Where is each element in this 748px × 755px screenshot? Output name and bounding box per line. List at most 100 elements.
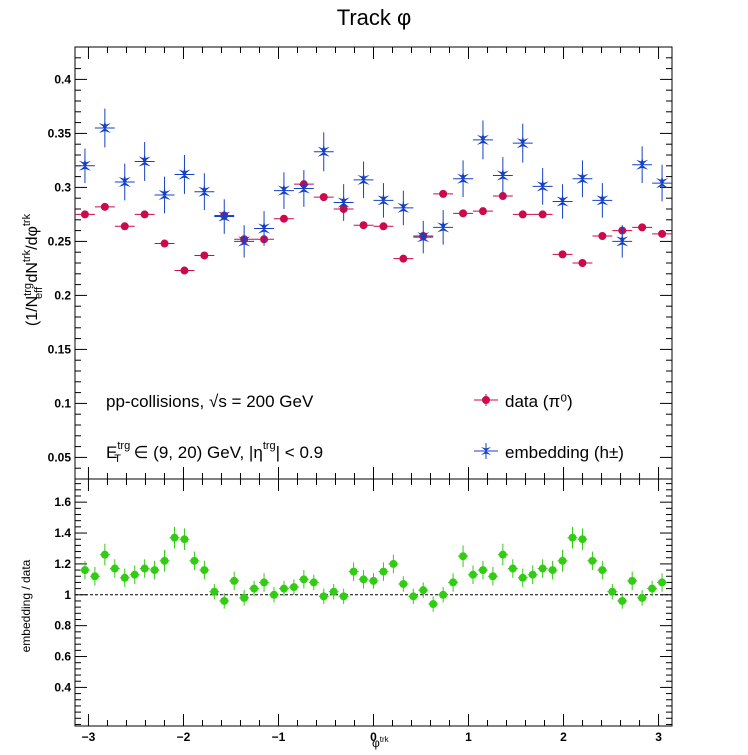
ratio-point (200, 566, 209, 575)
data-point (578, 259, 587, 267)
ratio-point (160, 556, 169, 565)
ratio-point (190, 556, 199, 565)
embedding-point (297, 181, 310, 194)
ratio-point (618, 596, 627, 605)
data-point (279, 214, 288, 223)
data-point (478, 207, 487, 216)
embedding-point (457, 171, 470, 184)
embedding-point (656, 176, 669, 189)
ratio-point (538, 564, 547, 573)
ratio-point (638, 593, 647, 602)
ratio-point (260, 578, 269, 587)
data-point (399, 254, 408, 263)
embedding-point (397, 200, 410, 213)
legend-marker-embedding (481, 447, 491, 455)
embedding-point (337, 195, 350, 208)
ratio-point (319, 592, 328, 601)
data-point (658, 229, 667, 238)
embedding-point (118, 175, 131, 187)
ratio-point (518, 573, 527, 582)
data-point (160, 239, 169, 248)
embedding-point (417, 230, 430, 243)
data-point (638, 223, 647, 232)
ratio-point (409, 592, 418, 601)
data-point (459, 209, 468, 218)
top-y-tick-label: 0.1 (54, 396, 71, 410)
embedding-point (516, 136, 529, 149)
ratio-point (309, 578, 318, 587)
ratio-point (498, 550, 507, 559)
bottom-y-tick-label: 0.6 (54, 650, 71, 664)
embedding-point (476, 132, 489, 145)
top-y-tick-label: 0.2 (54, 288, 71, 302)
ratio-point (578, 535, 587, 544)
data-point (558, 250, 567, 259)
ratio-point (349, 567, 358, 576)
embedding-point (198, 184, 211, 197)
ratio-point (658, 578, 667, 587)
embedding-point (317, 144, 330, 157)
data-point (598, 232, 607, 240)
x-tick-label: 2 (560, 730, 567, 744)
top-y-tick-label: 0.15 (48, 342, 72, 356)
legend-label-data: data (π⁰) (505, 392, 573, 411)
ratio-point (429, 600, 438, 609)
embedding-point (158, 187, 171, 200)
ratio-point (289, 583, 298, 592)
ratio-point (270, 590, 278, 599)
data-point (319, 193, 328, 202)
embedding-point (218, 209, 231, 222)
embedding-point (536, 179, 549, 192)
ratio-point (359, 575, 368, 584)
data-point (100, 202, 109, 211)
bottom-y-tick-label: 1.6 (54, 495, 71, 509)
ratio-point (608, 587, 617, 596)
embedding-point (437, 220, 450, 233)
top-y-tick-label: 0.35 (48, 126, 72, 140)
ratio-point (80, 566, 89, 575)
ratio-point (210, 587, 219, 596)
embedding-point (238, 234, 251, 247)
ratio-point (150, 566, 159, 575)
ratio-point (279, 584, 288, 593)
bottom-points (79, 526, 668, 612)
ratio-point (120, 573, 129, 582)
data-point (379, 222, 388, 231)
x-tick-label: −3 (82, 730, 96, 744)
ratio-point (528, 570, 537, 579)
embedding-point (258, 221, 271, 234)
embedding-point (98, 121, 111, 133)
ratio-point (459, 552, 468, 561)
ratio-point (90, 572, 99, 581)
bottom-y-tick-label: 1 (64, 588, 71, 602)
embedding-point (596, 193, 609, 206)
top-points (74, 108, 673, 275)
ratio-point (648, 584, 657, 593)
ratio-point (180, 535, 189, 544)
top-ticks: 0.05 0.1 0.15 0.2 0.25 0.3 0.35 0.4 (48, 46, 672, 480)
legend-label-embedding: embedding (h±) (505, 443, 624, 462)
embedding-point (576, 171, 589, 184)
legend-marker-data (482, 396, 490, 404)
ratio-point (170, 533, 179, 542)
embedding-point (377, 193, 390, 206)
ratio-point (588, 556, 597, 565)
x-tick-label: 3 (655, 730, 662, 744)
legend-entry-data: data (π⁰) (474, 392, 573, 411)
ratio-point (220, 596, 229, 605)
data-point (120, 222, 129, 231)
ratio-point (598, 566, 607, 575)
data-point (538, 210, 547, 219)
embedding-point (357, 172, 370, 185)
data-point (140, 210, 149, 219)
x-tick-label: −1 (272, 730, 286, 744)
ratio-point (100, 550, 109, 559)
x-tick-label: −2 (177, 730, 191, 744)
collision-annotation: pp-collisions, √s = 200 GeV (106, 392, 314, 411)
ratio-point (508, 564, 517, 573)
ratio-point (488, 572, 497, 581)
bottom-y-tick-label: 0.8 (54, 619, 71, 633)
bottom-y-tick-label: 1.2 (54, 557, 71, 571)
data-point (359, 221, 368, 230)
